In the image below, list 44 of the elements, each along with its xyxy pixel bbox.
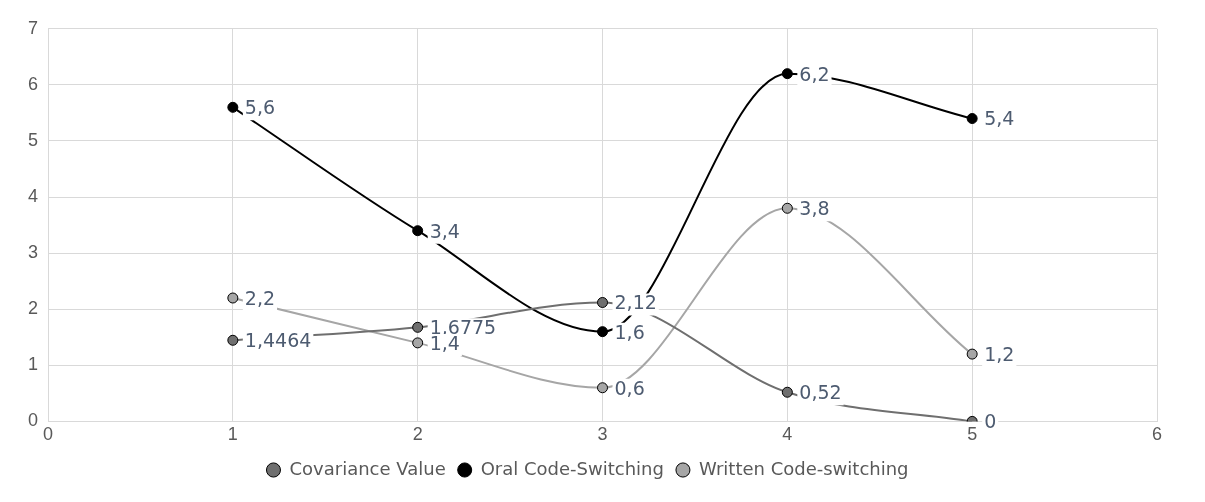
y-tick-label: 1: [28, 354, 39, 375]
y-tick-label: 5: [28, 129, 39, 150]
point: [227, 334, 239, 346]
x-tick-label: 1: [227, 424, 238, 445]
y-tick-label: 7: [28, 17, 39, 38]
point: [781, 68, 793, 80]
data-label: 1,2: [984, 343, 1015, 366]
y-tick-label: 2: [28, 298, 39, 319]
data-label: 2,2: [244, 286, 276, 309]
point: [597, 297, 609, 308]
data-label: 1,4464: [244, 329, 312, 352]
point: [227, 101, 239, 113]
x-tick-label: 3: [597, 424, 608, 445]
x-tick-label: 0: [43, 424, 54, 445]
y-tick-label: 3: [28, 242, 39, 263]
point: [412, 321, 424, 333]
x-tick-label: 5: [967, 424, 978, 445]
data-label: 0,52: [799, 381, 842, 404]
point: [412, 337, 424, 349]
legend-label: Covariance Value: [289, 457, 446, 479]
x-tick-label: 6: [1151, 424, 1163, 445]
point: [966, 348, 978, 360]
data-label: 3,8: [799, 197, 830, 220]
y-tick-label: 4: [28, 186, 39, 207]
legend-label: Written Code-switching: [698, 457, 909, 479]
x-tick-label: 4: [782, 424, 793, 445]
point: [227, 292, 239, 304]
data-label: 5,4: [984, 107, 1015, 130]
data-label: 1,6: [614, 320, 645, 343]
data-label: 5,6: [244, 96, 276, 119]
point: [412, 225, 424, 237]
legend-label: Oral Code-Switching: [480, 457, 664, 479]
point: [597, 382, 609, 394]
point: [781, 202, 793, 214]
data-label: 0,6: [614, 376, 645, 399]
y-tick-label: 6: [28, 73, 39, 94]
data-label: 6,2: [799, 62, 830, 85]
y-tick-label: 0: [28, 410, 39, 431]
data-label: 3,4: [429, 219, 460, 242]
x-tick-label: 2: [412, 424, 423, 445]
point: [597, 326, 609, 338]
data-label: 2,12: [614, 291, 657, 314]
point: [966, 113, 978, 125]
point: [781, 386, 793, 398]
